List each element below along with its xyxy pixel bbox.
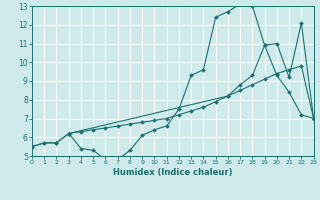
X-axis label: Humidex (Indice chaleur): Humidex (Indice chaleur) <box>113 168 233 177</box>
